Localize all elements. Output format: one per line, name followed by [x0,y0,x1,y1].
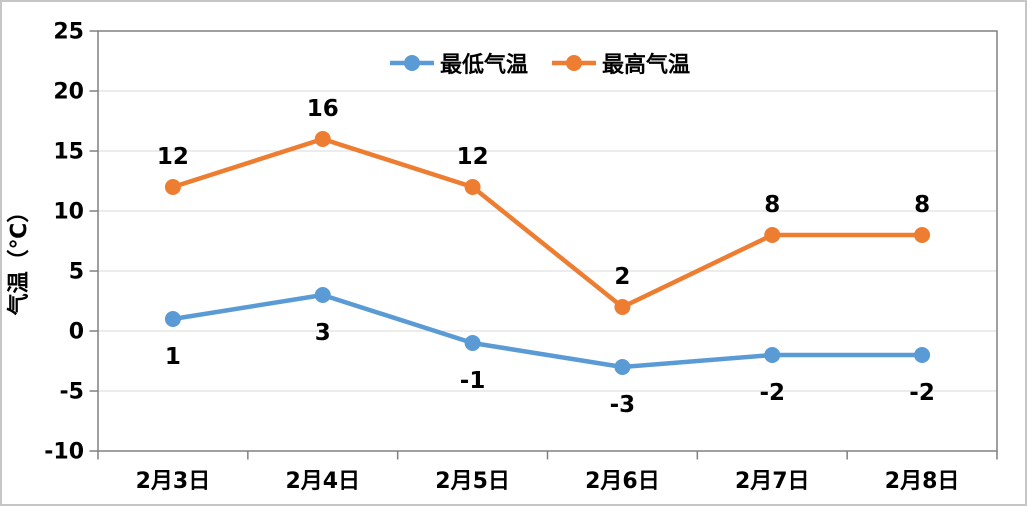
data-label-最低气温: -2 [909,380,935,406]
data-label-最高气温: 8 [764,192,780,218]
series-line-最低气温 [172,292,923,370]
data-label-最低气温: -2 [759,380,785,406]
legend-label-max-temp: 最高气温 [602,53,691,78]
x-category-label: 2月6日 [585,469,660,494]
data-label-最高气温: 2 [614,264,630,290]
data-point-最低气温 [314,287,331,303]
legend-item-max-temp: 最高气温 [552,47,690,79]
data-point-最低气温 [464,335,481,351]
x-category-label: 2月5日 [435,469,510,494]
legend-marker-max-temp-icon [552,55,597,71]
y-axis-title: 气温（℃） [6,201,32,317]
x-category-label: 2月4日 [285,469,360,494]
data-label-最低气温: 3 [315,320,331,346]
data-point-最低气温 [764,347,781,363]
data-point-最高气温 [614,299,631,315]
data-point-最高气温 [314,131,331,147]
data-point-最低气温 [164,311,181,327]
legend-item-min-temp: 最低气温 [390,47,528,79]
series-line-最高气温 [172,136,923,310]
y-tick-label: 15 [53,140,84,165]
data-label-最高气温: 12 [157,144,189,170]
data-point-最高气温 [164,179,181,195]
data-label-最高气温: 12 [457,144,489,170]
data-label-最低气温: 1 [165,344,181,370]
legend-label-min-temp: 最低气温 [440,53,529,78]
legend: 最低气温 最高气温 [390,47,690,79]
data-label-最高气温: 8 [914,192,930,218]
y-tick-label: 20 [53,80,84,105]
plot-border [97,30,998,452]
y-tick-label: 0 [69,320,84,345]
data-label-最低气温: -1 [460,368,486,394]
data-point-最高气温 [464,179,481,195]
data-series [164,131,931,375]
data-point-最高气温 [764,227,781,243]
data-point-最高气温 [914,227,931,243]
data-label-最低气温: -3 [610,392,636,418]
data-labels: 1 3 -1 -3 -2 -2 12 16 12 2 8 8 [157,96,935,418]
x-category-label: 2月8日 [885,469,960,494]
x-category-label: 2月3日 [136,469,211,494]
legend-marker-min-temp-icon [390,55,434,71]
y-tick-label: 5 [69,260,84,285]
y-tick-label: 10 [53,200,84,225]
data-point-最低气温 [614,359,631,375]
data-label-最高气温: 16 [307,96,339,122]
y-tick-label: 25 [53,20,84,45]
axes: 25 20 15 10 5 0 -5 -10 2月3日 2月4日 2月5日 2月6日 2月7日 2月8日 [44,20,998,494]
data-point-最低气温 [914,347,931,363]
y-tick-label: -5 [60,380,84,405]
x-category-label: 2月7日 [735,469,810,494]
y-tick-label: -10 [44,440,84,465]
gridlines [98,30,997,452]
